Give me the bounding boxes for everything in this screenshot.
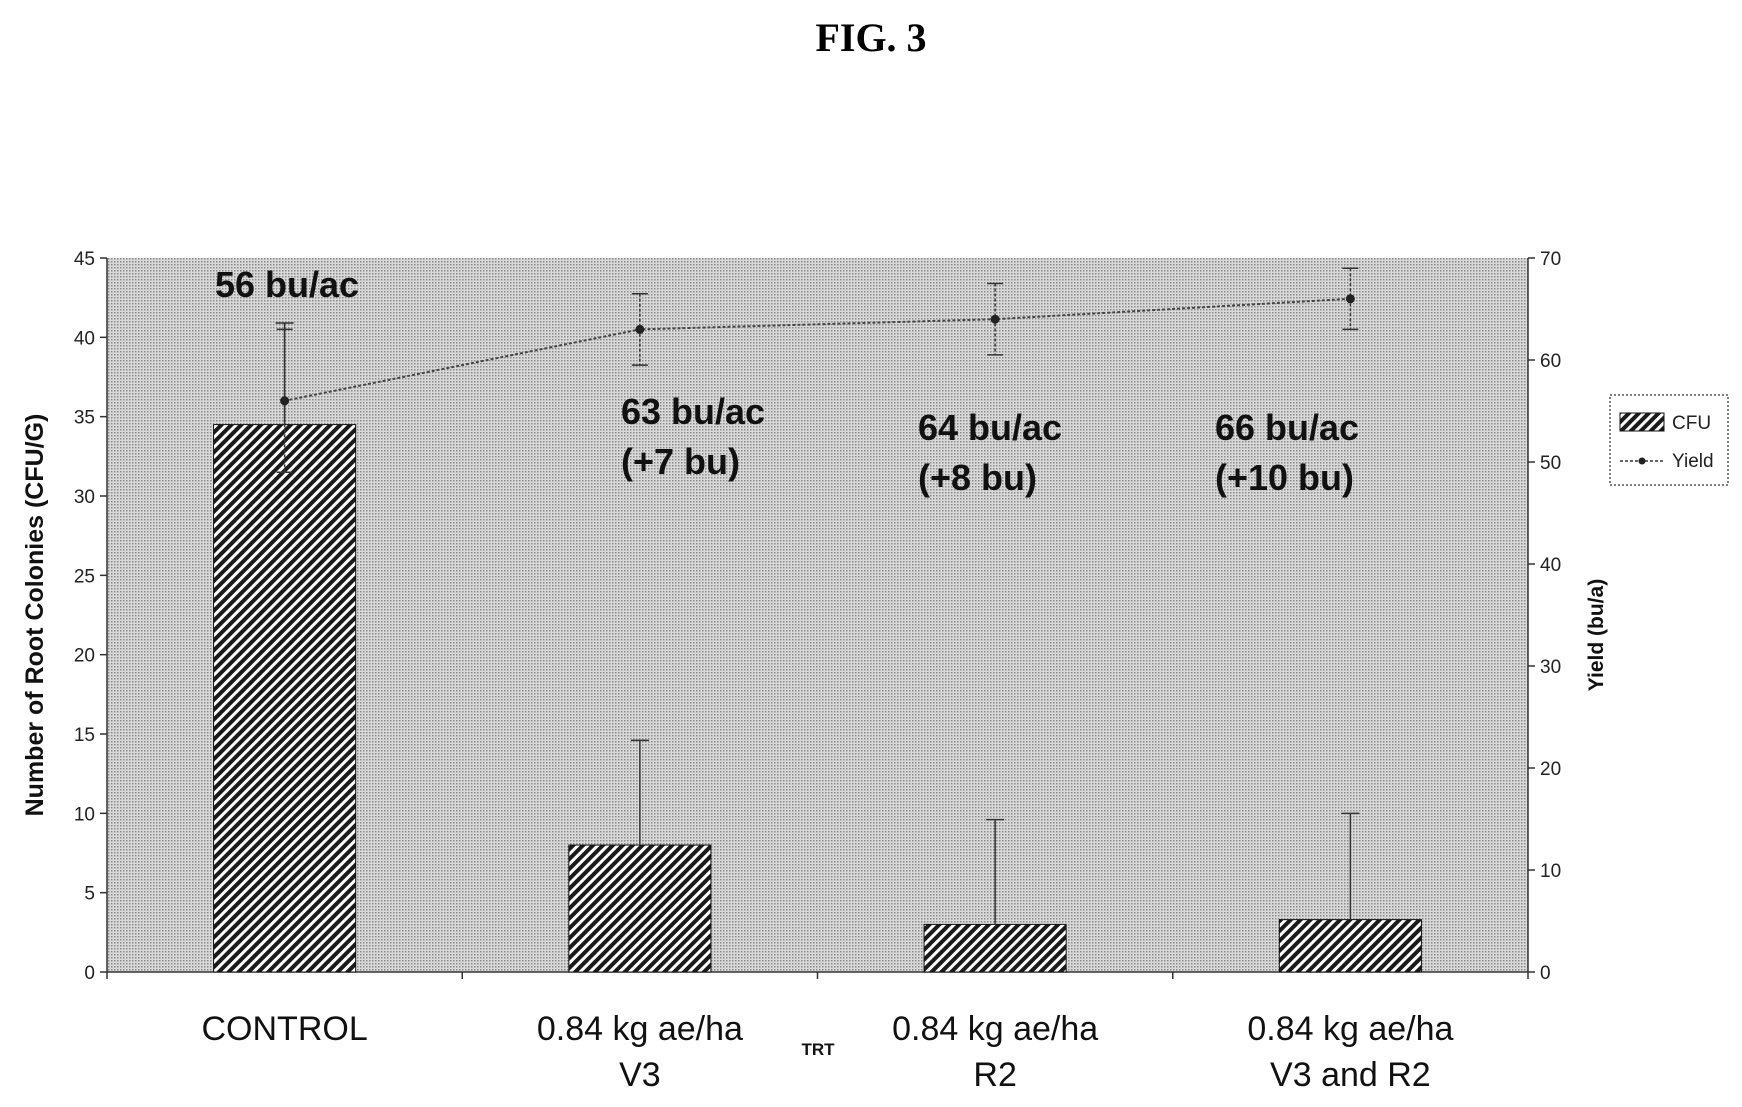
x-axis bbox=[106, 971, 1529, 979]
right-tick-label: 60 bbox=[1540, 351, 1561, 372]
right-tick-label: 0 bbox=[1540, 963, 1551, 984]
yield-point bbox=[635, 324, 645, 334]
legend-box bbox=[1609, 394, 1729, 486]
right-tick-label: 70 bbox=[1540, 249, 1561, 270]
category-label: 0.84 kg ae/ha R2 bbox=[892, 1010, 1098, 1094]
left-tick-label: 10 bbox=[74, 804, 95, 825]
cfu-bar bbox=[923, 923, 1067, 973]
right-tick-label: 50 bbox=[1540, 453, 1561, 474]
cfu-bars bbox=[213, 424, 1422, 973]
left-tick-label: 20 bbox=[74, 646, 95, 667]
right-tick-label: 10 bbox=[1540, 861, 1561, 882]
left-tick-label: 15 bbox=[74, 725, 95, 746]
yield-annotations: 56 bu/ac 63 bu/ac (+7 bu) 64 bu/ac (+8 bu) 66… bbox=[215, 264, 1359, 498]
right-tick-label: 40 bbox=[1540, 555, 1561, 576]
left-axis-label: Number of Root Colonies (CFU/G) bbox=[21, 414, 49, 817]
cfu-bar bbox=[1278, 919, 1422, 973]
left-tick-label: 25 bbox=[74, 566, 95, 587]
yield-point bbox=[1345, 294, 1355, 304]
legend: CFU Yield bbox=[1609, 394, 1729, 486]
yield-point bbox=[280, 396, 290, 406]
yield-annotation: 66 bu/ac (+10 bu) bbox=[1215, 407, 1359, 498]
cfu-bar bbox=[213, 424, 357, 973]
left-tick-label: 5 bbox=[84, 884, 95, 905]
cfu-error-bars bbox=[275, 322, 1360, 925]
x-axis-label: TRT bbox=[801, 1040, 835, 1059]
category-label: 0.84 kg ae/ha V3 bbox=[537, 1010, 743, 1094]
yield-annotation: 56 bu/ac bbox=[215, 264, 359, 305]
cfu-bar bbox=[568, 844, 712, 973]
figure-title: FIG. 3 bbox=[815, 15, 927, 60]
category-label: 0.84 kg ae/ha V3 and R2 bbox=[1247, 1010, 1453, 1094]
yield-point bbox=[990, 314, 1000, 324]
legend-label-cfu: CFU bbox=[1672, 413, 1711, 434]
yield-line bbox=[276, 267, 1359, 473]
category-label: CONTROL bbox=[202, 1010, 368, 1048]
yield-series-line bbox=[284, 297, 1351, 402]
left-tick-label: 30 bbox=[74, 487, 95, 508]
left-tick-label: 45 bbox=[74, 249, 95, 270]
left-y-axis: 0 5 10 15 20 25 30 35 40 45 bbox=[74, 249, 108, 984]
legend-label-yield: Yield bbox=[1672, 451, 1714, 472]
yield-annotation: 63 bu/ac (+7 bu) bbox=[621, 391, 765, 482]
right-tick-label: 30 bbox=[1540, 657, 1561, 678]
right-y-axis: 0 10 20 30 40 50 60 70 bbox=[1527, 249, 1561, 984]
left-tick-label: 0 bbox=[84, 963, 95, 984]
yield-annotation: 64 bu/ac (+8 bu) bbox=[918, 407, 1062, 498]
left-tick-label: 40 bbox=[74, 328, 95, 349]
left-tick-label: 35 bbox=[74, 408, 95, 429]
category-labels: CONTROL 0.84 kg ae/ha V3 0.84 kg ae/ha R2 0.8… bbox=[202, 1010, 1454, 1094]
right-axis-label: Yield (bu/a) bbox=[1585, 579, 1608, 691]
legend-swatch-cfu bbox=[1619, 412, 1665, 432]
legend-marker-yield bbox=[1638, 457, 1646, 465]
right-tick-label: 20 bbox=[1540, 759, 1561, 780]
